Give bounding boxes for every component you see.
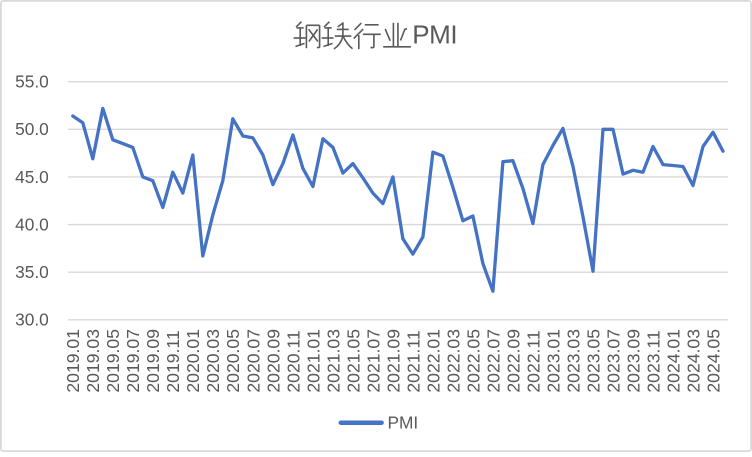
svg-text:2023.03: 2023.03 bbox=[563, 329, 583, 393]
svg-text:35.0: 35.0 bbox=[15, 262, 49, 282]
svg-text:40.0: 40.0 bbox=[15, 215, 49, 235]
svg-text:30.0: 30.0 bbox=[15, 310, 49, 330]
svg-text:2020.11: 2020.11 bbox=[283, 330, 303, 392]
svg-text:50.0: 50.0 bbox=[15, 119, 49, 139]
svg-text:2019.01: 2019.01 bbox=[63, 329, 83, 393]
svg-text:2019.03: 2019.03 bbox=[83, 329, 103, 393]
svg-text:55.0: 55.0 bbox=[15, 72, 49, 92]
svg-text:2022.09: 2022.09 bbox=[503, 329, 523, 393]
svg-text:2023.07: 2023.07 bbox=[603, 329, 623, 393]
svg-text:2019.09: 2019.09 bbox=[143, 329, 163, 393]
svg-text:PMI: PMI bbox=[412, 20, 457, 50]
svg-text:2022.05: 2022.05 bbox=[463, 329, 483, 393]
svg-text:2021.05: 2021.05 bbox=[343, 329, 363, 393]
svg-text:2022.07: 2022.07 bbox=[483, 329, 503, 393]
svg-text:2022.03: 2022.03 bbox=[443, 329, 463, 393]
svg-text:2020.03: 2020.03 bbox=[203, 329, 223, 393]
svg-text:2021.03: 2021.03 bbox=[323, 329, 343, 393]
svg-text:2023.05: 2023.05 bbox=[583, 329, 603, 393]
svg-text:2021.07: 2021.07 bbox=[363, 329, 383, 393]
svg-text:2022.01: 2022.01 bbox=[423, 329, 443, 393]
svg-text:2024.05: 2024.05 bbox=[703, 329, 723, 393]
svg-text:2020.01: 2020.01 bbox=[183, 329, 203, 393]
svg-text:2019.07: 2019.07 bbox=[123, 329, 143, 393]
svg-text:2024.01: 2024.01 bbox=[663, 329, 683, 393]
svg-text:2020.05: 2020.05 bbox=[223, 329, 243, 393]
svg-text:2021.09: 2021.09 bbox=[383, 329, 403, 393]
svg-text:2023.09: 2023.09 bbox=[623, 329, 643, 393]
svg-text:2019.05: 2019.05 bbox=[103, 329, 123, 393]
svg-text:2022.11: 2022.11 bbox=[523, 330, 543, 392]
svg-text:PMI: PMI bbox=[388, 413, 419, 433]
svg-text:2024.03: 2024.03 bbox=[683, 329, 703, 393]
svg-text:2021.01: 2021.01 bbox=[303, 329, 323, 393]
svg-text:2023.01: 2023.01 bbox=[543, 329, 563, 393]
svg-text:45.0: 45.0 bbox=[15, 167, 49, 187]
svg-text:2023.11: 2023.11 bbox=[643, 330, 663, 392]
svg-text:2021.11: 2021.11 bbox=[403, 330, 423, 392]
svg-text:2020.07: 2020.07 bbox=[243, 329, 263, 393]
svg-text:2020.09: 2020.09 bbox=[263, 329, 283, 393]
svg-text:2019.11: 2019.11 bbox=[163, 330, 183, 392]
